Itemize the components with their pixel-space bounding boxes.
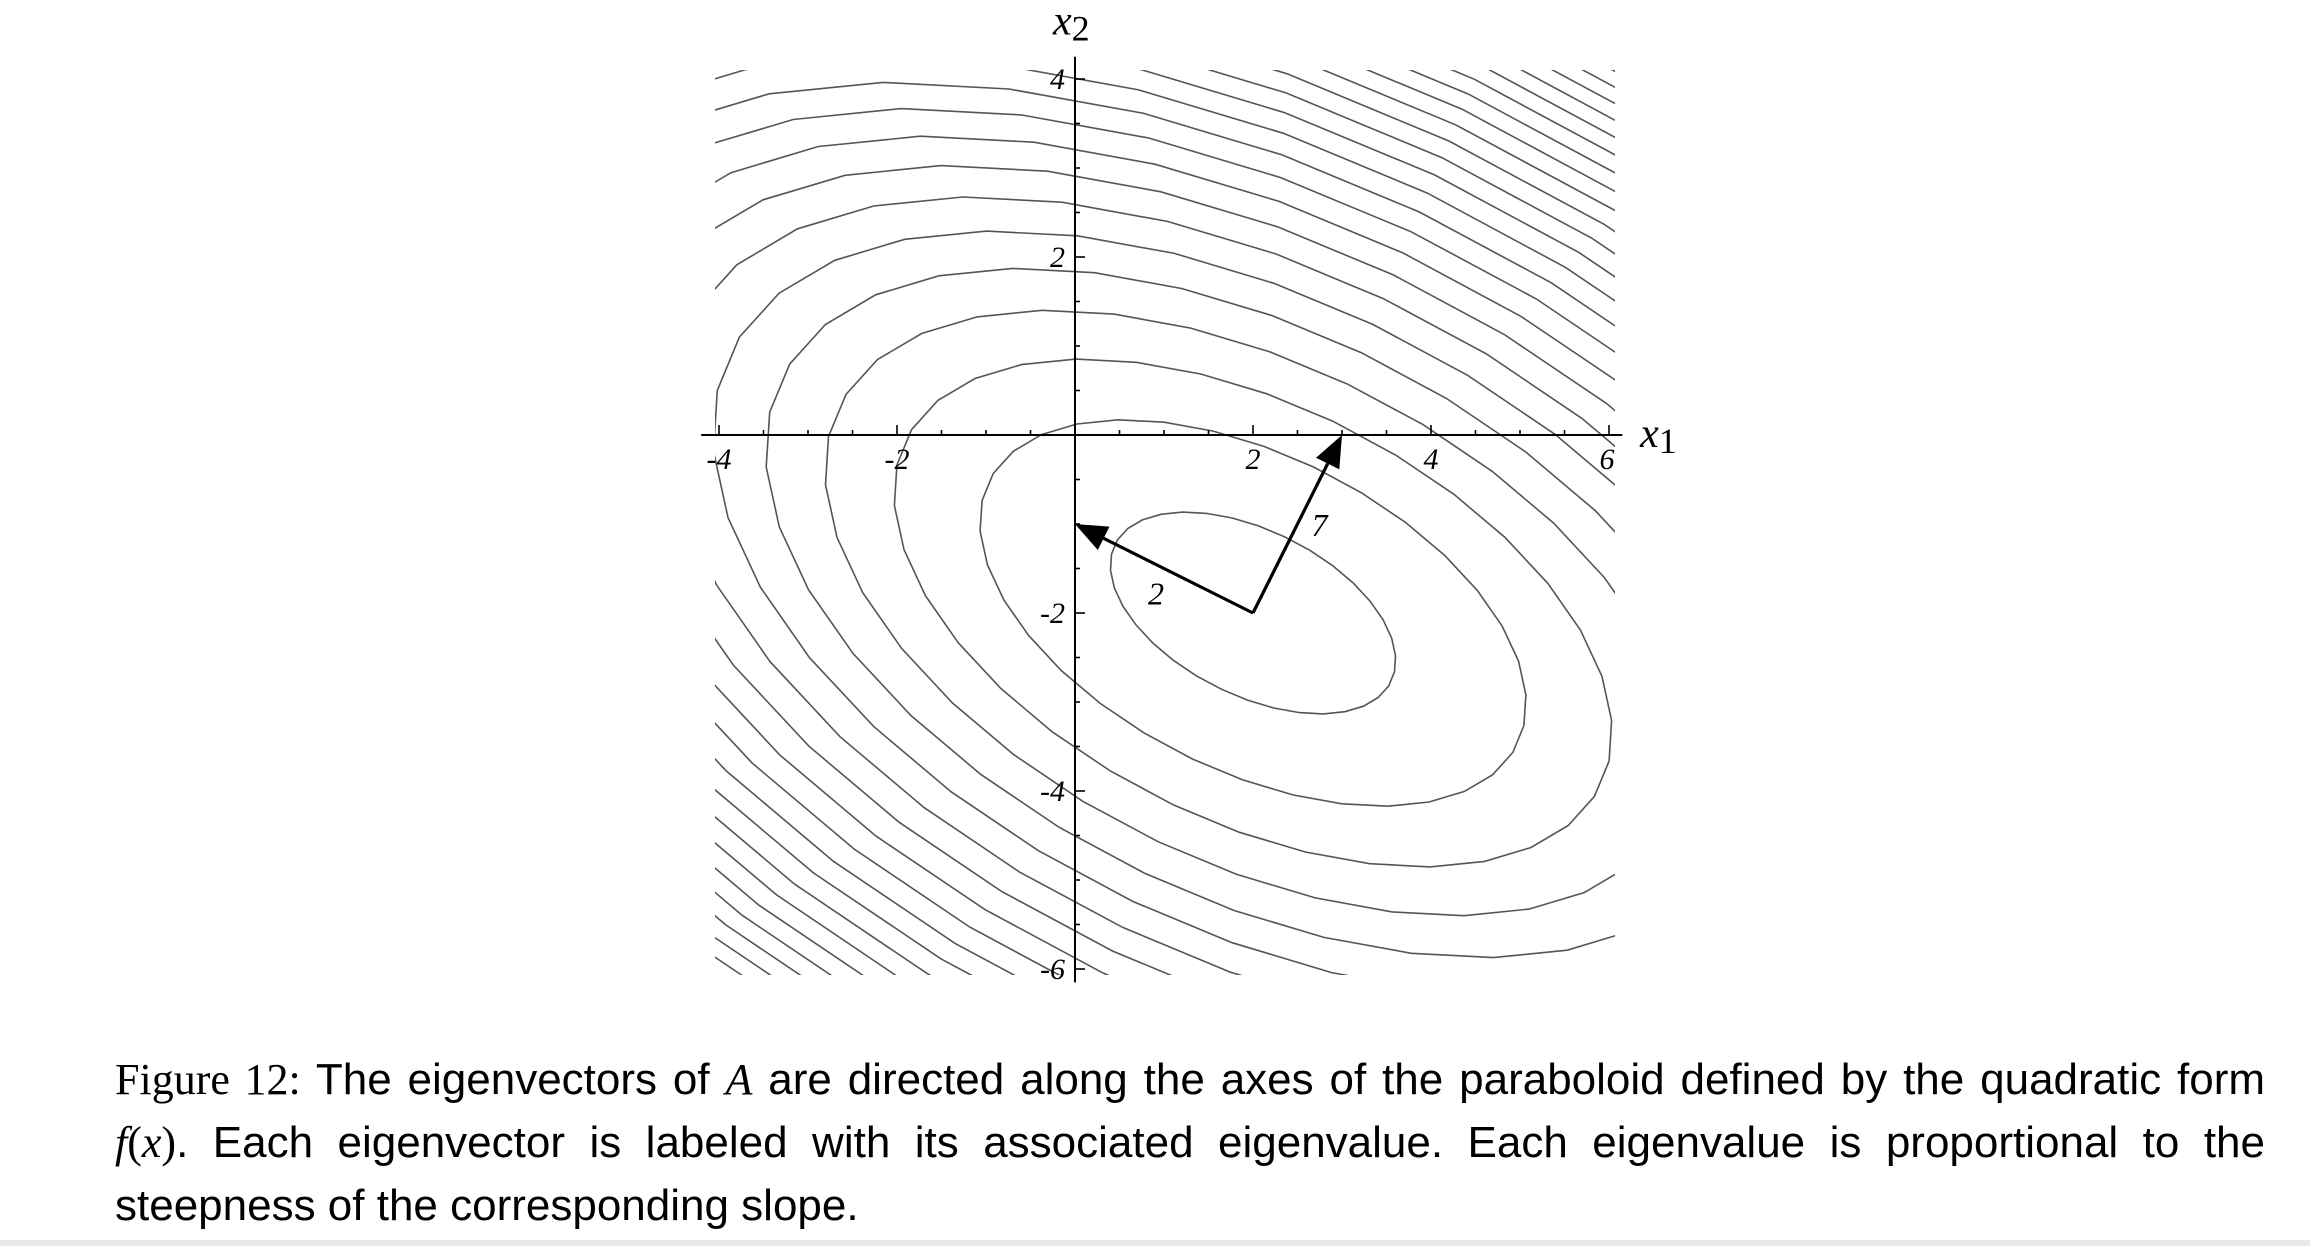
eigenvector-shaft	[1251, 462, 1330, 614]
contour-lines	[0, 0, 2310, 1010]
axis-labels: -4 -2 2 4 6 4 2 -2 -4 -6 x1 x2	[707, 0, 1677, 986]
x-tick-label: 4	[1424, 443, 1439, 476]
eigenvector-shaft	[1102, 536, 1254, 615]
contour-line	[0, 0, 2310, 1010]
eigenvector-arrowhead	[1075, 524, 1110, 550]
x1-axis-label: x1	[1639, 411, 1677, 461]
eigenvalue-label: 7	[1312, 507, 1330, 543]
caption-text-3: . Each eigenvector is labeled with its a…	[115, 1118, 2265, 1230]
contour-line	[1488, 70, 1615, 139]
eigenvector-arrowhead	[1316, 435, 1342, 470]
figure-caption: Figure 12: The eigenvectors of A are dir…	[115, 1048, 2265, 1237]
contour-line	[765, 267, 1615, 959]
contour-line	[715, 70, 1615, 975]
contour-line	[715, 70, 1615, 975]
contour-line	[715, 70, 1615, 975]
contour-line	[824, 309, 1615, 917]
contour-line	[0, 0, 2310, 1010]
y-tick-label: -4	[1040, 775, 1065, 808]
contour-line	[58, 0, 2310, 1010]
tick-marks	[718, 78, 1610, 970]
x-tick-label: 6	[1600, 443, 1615, 476]
contour-line	[715, 70, 1615, 975]
contour-line	[35, 0, 2310, 1010]
paren-open: (	[127, 1118, 142, 1167]
contour-line	[893, 358, 1613, 868]
x-tick-label: 2	[1246, 443, 1261, 476]
contour-line	[715, 70, 1615, 975]
x-tick-label: -2	[885, 443, 910, 476]
contour-line	[979, 418, 1527, 808]
x-tick-label: -4	[707, 443, 732, 476]
paren-close: )	[161, 1118, 177, 1167]
axes	[701, 56, 1623, 983]
contour-line	[104, 0, 2310, 1010]
y-tick-label: 2	[1050, 241, 1065, 274]
matrix-symbol: A	[725, 1055, 753, 1104]
function-symbol: f	[115, 1118, 128, 1167]
contour-line	[1550, 70, 1615, 105]
contour-line	[1519, 70, 1615, 122]
contour-line	[0, 0, 2310, 1010]
contour-line	[0, 0, 2310, 1010]
contour-line	[1610, 70, 1615, 73]
contour-line	[0, 0, 2310, 1010]
contour-line	[715, 70, 1615, 975]
contour-line	[715, 107, 1615, 975]
contour-line	[715, 70, 1615, 975]
contour-line	[1581, 70, 1615, 89]
figure-label: Figure 12:	[115, 1055, 301, 1104]
contour-line	[0, 0, 2310, 1010]
caption-text-1: The eigenvectors of	[300, 1055, 726, 1104]
page-bottom-edge	[0, 1240, 2310, 1246]
contour-line	[0, 0, 2310, 1010]
contour-line	[715, 164, 1615, 975]
contour-line	[715, 230, 1615, 975]
eigenvalue-label: 2	[1148, 576, 1164, 612]
eigenvectors: 27	[1075, 435, 1342, 615]
y-tick-label: 4	[1050, 63, 1065, 96]
contour-line	[1109, 511, 1397, 715]
caption-text-2: are directed along the axes of the parab…	[752, 1055, 2266, 1104]
contour-line	[715, 196, 1615, 975]
contour-line	[13, 0, 2310, 1010]
x2-axis-label: x2	[1052, 0, 1090, 48]
contour-line	[715, 70, 1615, 975]
y-tick-label: -2	[1040, 597, 1065, 630]
contour-line	[715, 81, 1615, 975]
y-tick-label: -6	[1040, 953, 1065, 986]
variable-symbol: x	[141, 1118, 162, 1167]
